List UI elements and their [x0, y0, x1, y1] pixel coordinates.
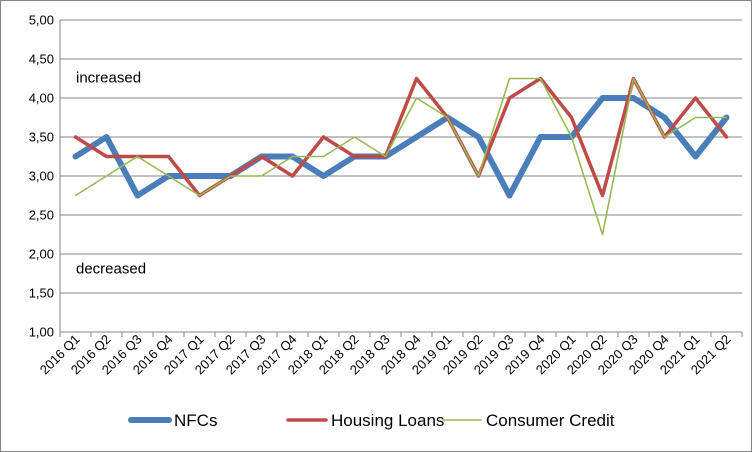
series-line-housing-loans — [73, 76, 729, 198]
series-line-consumer-credit — [74, 77, 728, 236]
legend-label: Housing Loans — [331, 411, 444, 430]
y-tick-label: 2,50 — [29, 208, 54, 223]
annotation-decreased: decreased — [76, 261, 146, 278]
y-tick-label: 1,00 — [29, 325, 54, 340]
y-tick-label: 1,50 — [29, 286, 54, 301]
legend-label: NFCs — [174, 411, 217, 430]
y-tick-label: 3,00 — [29, 169, 54, 184]
y-tick-label: 5,00 — [29, 13, 54, 28]
y-tick-label: 4,50 — [29, 52, 54, 67]
legend-label: Consumer Credit — [486, 411, 615, 430]
series-line-nfcs — [72, 95, 730, 199]
annotation-increased: increased — [76, 69, 141, 86]
y-tick-label: 3,50 — [29, 130, 54, 145]
y-tick-label: 4,00 — [29, 91, 54, 106]
y-tick-label: 2,00 — [29, 247, 54, 262]
